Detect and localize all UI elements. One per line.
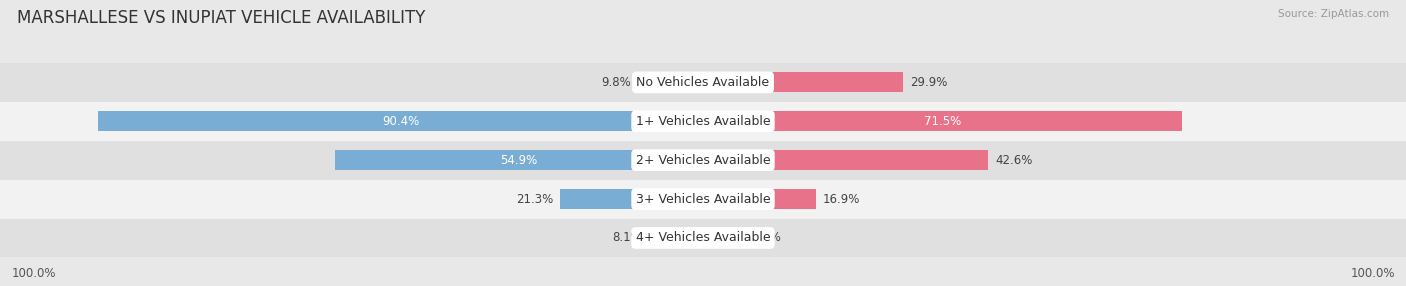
Bar — [0, 141, 1406, 180]
Bar — [703, 111, 1181, 131]
Bar — [336, 150, 703, 170]
Bar — [561, 189, 703, 209]
Text: 100.0%: 100.0% — [11, 267, 56, 280]
Text: 1+ Vehicles Available: 1+ Vehicles Available — [636, 115, 770, 128]
Text: 2+ Vehicles Available: 2+ Vehicles Available — [636, 154, 770, 167]
Text: 21.3%: 21.3% — [516, 192, 554, 206]
Bar — [98, 111, 703, 131]
Text: 71.5%: 71.5% — [924, 115, 960, 128]
Text: No Vehicles Available: No Vehicles Available — [637, 76, 769, 89]
Text: 42.6%: 42.6% — [995, 154, 1032, 167]
Text: 54.9%: 54.9% — [501, 154, 538, 167]
Bar — [703, 189, 815, 209]
Text: MARSHALLESE VS INUPIAT VEHICLE AVAILABILITY: MARSHALLESE VS INUPIAT VEHICLE AVAILABIL… — [17, 9, 425, 27]
Bar — [637, 72, 703, 92]
Text: 4+ Vehicles Available: 4+ Vehicles Available — [636, 231, 770, 245]
Text: 9.8%: 9.8% — [600, 76, 631, 89]
Bar — [0, 63, 1406, 102]
Bar — [703, 228, 745, 248]
Bar — [0, 102, 1406, 141]
Text: 16.9%: 16.9% — [823, 192, 860, 206]
Text: 3+ Vehicles Available: 3+ Vehicles Available — [636, 192, 770, 206]
Bar — [703, 150, 988, 170]
Bar — [0, 219, 1406, 257]
Text: 6.2%: 6.2% — [751, 231, 782, 245]
Text: 100.0%: 100.0% — [1350, 267, 1395, 280]
Text: Source: ZipAtlas.com: Source: ZipAtlas.com — [1278, 9, 1389, 19]
Bar — [648, 228, 703, 248]
Text: 8.1%: 8.1% — [613, 231, 643, 245]
Bar — [0, 180, 1406, 219]
Bar — [703, 72, 903, 92]
Text: 29.9%: 29.9% — [910, 76, 948, 89]
Text: 90.4%: 90.4% — [382, 115, 419, 128]
